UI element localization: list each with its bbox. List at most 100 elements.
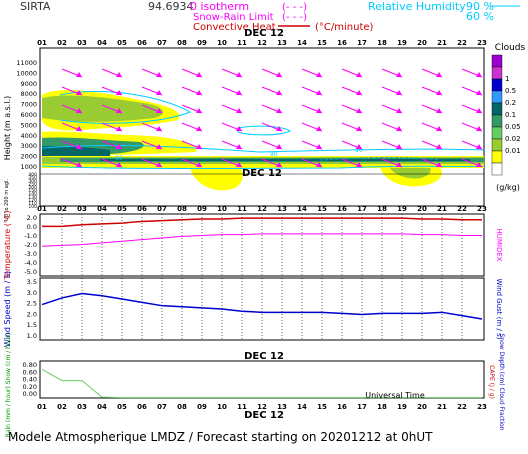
cloud-ytick-label: 3000 <box>20 142 37 150</box>
cloud-fraction-line <box>41 368 482 399</box>
wind-arrow-head <box>236 126 242 131</box>
time-tick-label: 04 <box>97 205 107 213</box>
wind-arrow-head <box>436 108 442 113</box>
wind-arrow-head <box>236 144 242 149</box>
date-label-cloud: DEC 12 <box>242 168 282 179</box>
legend-tick-label: 0.01 <box>505 147 521 155</box>
time-tick-label: 12 <box>257 205 267 213</box>
wind-arrow-head <box>156 90 162 95</box>
snow-rain-label: Snow-Rain Limit <box>193 12 274 23</box>
legend-swatch <box>491 54 503 68</box>
wind-arrow-head <box>116 144 122 149</box>
wind-gust-ylabel: Wind Gust (m / s) <box>495 278 503 339</box>
station-name: SIRTA <box>20 0 51 13</box>
legend-unit: (g/kg) <box>496 183 520 192</box>
temperature-panel: 2.00.0-1.0-2.0-3.0-4.0-5.0 Temperature (… <box>3 210 503 280</box>
cloud-ytick-label: 110 <box>28 201 37 207</box>
universal-time-label: Universal Time <box>365 391 425 400</box>
legend-tick-label: 0.02 <box>505 135 521 143</box>
time-tick-label: 20 <box>417 403 427 411</box>
wind-arrow-head <box>276 162 282 167</box>
time-tick-label: 18 <box>377 403 387 411</box>
legend-swatch <box>491 66 503 80</box>
time-tick-label: 09 <box>197 403 207 411</box>
time-tick-label: 05 <box>117 39 127 47</box>
wind-arrow-head <box>356 72 362 77</box>
rain-panel: 0.800.600.400.200.00 Rain (mm / hour) Sn… <box>5 333 505 437</box>
wind-arrow-head <box>436 126 442 131</box>
time-tick-label: 15 <box>317 205 327 213</box>
time-tick-label: 01 <box>37 205 47 213</box>
time-tick-label: 21 <box>437 403 447 411</box>
wind-arrow-head <box>396 72 402 77</box>
ytick-label: 2.5 <box>27 300 37 308</box>
wind-arrow-head <box>76 144 82 149</box>
time-tick-label: 10 <box>217 39 227 47</box>
time-tick-label: 07 <box>157 403 167 411</box>
legend-swatch <box>491 90 503 104</box>
time-tick-label: 19 <box>397 205 407 213</box>
legend-swatch <box>491 78 503 92</box>
rh-contour <box>41 165 485 169</box>
time-tick-label: 15 <box>317 39 327 47</box>
cloud-ytick-label: 400 <box>28 172 37 178</box>
rh-90-label: 90 % <box>466 0 494 13</box>
rh-contour-label: 60 <box>115 155 123 162</box>
wind-arrow-head <box>156 162 162 167</box>
time-tick-label: 11 <box>237 39 247 47</box>
ytick-label: -2.0 <box>24 241 37 249</box>
time-tick-label: 17 <box>357 39 367 47</box>
cloud-ytick-label: 5000 <box>20 121 37 129</box>
wind-arrow-head <box>316 72 322 77</box>
wind-ylabel: Wind Speed (m / s) <box>3 271 12 347</box>
legend-swatch <box>491 150 503 164</box>
date-label-bottom: DEC 12 <box>244 410 284 421</box>
time-tick-label: 11 <box>237 403 247 411</box>
time-tick-label: 19 <box>397 403 407 411</box>
cloud-ytick-label: 10000 <box>16 69 37 77</box>
isotherm-line <box>319 157 441 161</box>
time-tick-label: 18 <box>377 205 387 213</box>
wind-arrow-head <box>356 90 362 95</box>
time-tick-label: 11 <box>237 205 247 213</box>
time-tick-label: 23 <box>477 403 487 411</box>
wind-arrow-head <box>436 90 442 95</box>
time-tick-label: 03 <box>77 403 87 411</box>
wind-arrow-head <box>436 72 442 77</box>
time-tick-label: 06 <box>137 39 147 47</box>
legend-tick-label: 0.5 <box>505 87 516 95</box>
ytick-label: 1.5 <box>27 321 37 329</box>
time-tick-label: 05 <box>117 403 127 411</box>
legend-swatch <box>491 138 503 152</box>
wind-arrow-head <box>436 162 442 167</box>
time-axis-mid: 01 02 03 04 05 06 07 08 09 10 11 12 13 14 15 16 17 18 19 20… <box>37 205 487 213</box>
ytick-label: 2.0 <box>27 310 37 318</box>
wind-arrow-head <box>356 162 362 167</box>
wind-arrow-head <box>196 90 202 95</box>
time-tick-label: 04 <box>97 39 107 47</box>
wind-arrows <box>61 68 483 168</box>
time-tick-label: 09 <box>197 39 207 47</box>
time-tick-label: 14 <box>297 205 307 213</box>
cloud-yticks: 11000 10000 9000 8000 7000 6000 5000 4000 3000 20… <box>16 59 37 210</box>
temperature-line <box>42 217 482 228</box>
cloud-ytick-label: 150 <box>28 188 37 194</box>
wind-arrow-head <box>116 90 122 95</box>
time-tick-label: 12 <box>257 39 267 47</box>
ytick-label: -1.0 <box>24 232 37 240</box>
wind-arrow-head <box>316 126 322 131</box>
cloud-panel: 90 90 60 DEC 12 <box>39 47 485 207</box>
wind-arrow-head <box>116 108 122 113</box>
wind-arrow-head <box>396 162 402 167</box>
time-tick-label: 13 <box>277 39 287 47</box>
cloud-ytick-label: 7000 <box>20 101 37 109</box>
time-tick-label: 04 <box>97 403 107 411</box>
ytick-label: 3.0 <box>27 289 37 297</box>
time-tick-label: 20 <box>417 205 427 213</box>
cloud-area <box>190 168 243 191</box>
ytick-label: -4.0 <box>24 259 37 267</box>
wind-arrow-head <box>196 126 202 131</box>
time-tick-label: 16 <box>337 205 347 213</box>
wind-arrow-head <box>116 162 122 167</box>
